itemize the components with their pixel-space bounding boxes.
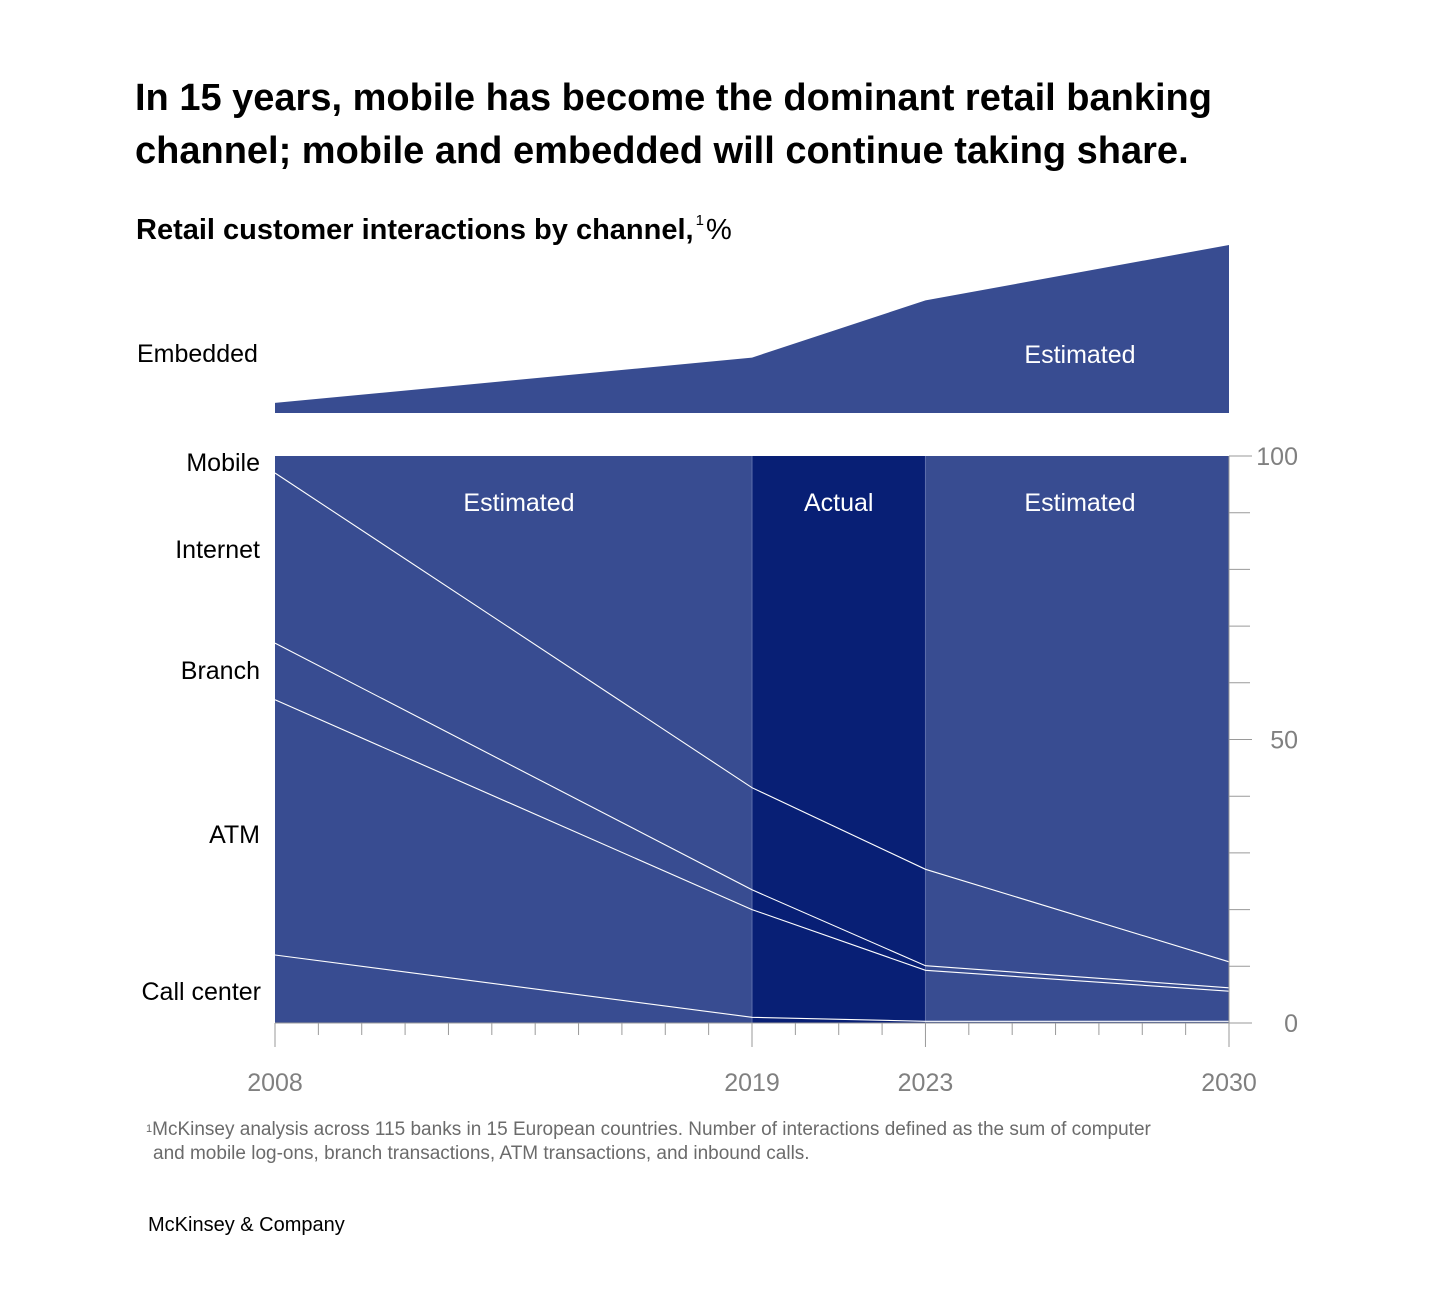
period-label-2: Actual: [804, 489, 873, 517]
y-tick-label-50: 50: [1270, 727, 1298, 755]
series-boundary-atm: [274, 699, 1230, 992]
y-tick-label-0: 0: [1284, 1010, 1298, 1038]
series-label-embedded: Embedded: [137, 340, 258, 368]
footnote-line-1: McKinsey analysis across 115 banks in 15…: [152, 1119, 1151, 1140]
x-tick-label-2030: 2030: [1201, 1069, 1257, 1097]
period-panel-estimated-3: [925, 456, 1229, 1023]
chart-subtitle: Retail customer interactions by channel,…: [136, 212, 732, 247]
chart-title-line-2: channel; mobile and embedded will contin…: [135, 130, 1189, 172]
series-label-call-center: Call center: [142, 978, 262, 1006]
period-panel-actual-2: [752, 456, 926, 1023]
series-boundary-internet: [274, 472, 1230, 963]
x-tick-label-2019: 2019: [724, 1069, 780, 1097]
footnote: 1McKinsey analysis across 115 banks in 1…: [146, 1118, 1326, 1166]
embedded-area: [275, 245, 1229, 413]
series-label-internet: Internet: [175, 536, 260, 564]
subtitle-footnote-mark: 1: [695, 212, 704, 229]
series-boundary-branch: [274, 642, 1230, 989]
embedded-estimated-label: Estimated: [1024, 341, 1135, 369]
series-boundary-call-center: [274, 954, 1229, 1022]
y-tick-label-100: 100: [1256, 443, 1298, 471]
channel-share-chart: Estimated Actual Estimated Call center ATM Br…: [142, 443, 1299, 1097]
period-panel-estimated-1: [275, 456, 752, 1023]
chart-title-line-1: In 15 years, mobile has become the domin…: [135, 77, 1212, 119]
series-label-branch: Branch: [181, 657, 260, 685]
subtitle-unit: %: [705, 214, 732, 246]
brand-logo-text: McKinsey & Company: [148, 1214, 345, 1236]
chart-title: In 15 years, mobile has become the domin…: [135, 72, 1335, 178]
x-tick-label-2008: 2008: [247, 1069, 303, 1097]
chart-subtitle-text: Retail customer interactions by channel,: [136, 214, 694, 246]
x-tick-label-2023: 2023: [898, 1069, 954, 1097]
series-label-mobile: Mobile: [186, 449, 260, 477]
embedded-chart: Embedded Estimated: [137, 245, 1229, 413]
footnote-mark: 1: [146, 1123, 153, 1135]
period-label-3: Estimated: [1024, 489, 1135, 517]
series-label-atm: ATM: [209, 821, 260, 849]
footnote-line-2: and mobile log-ons, branch transactions,…: [153, 1143, 810, 1164]
period-label-1: Estimated: [463, 489, 574, 517]
